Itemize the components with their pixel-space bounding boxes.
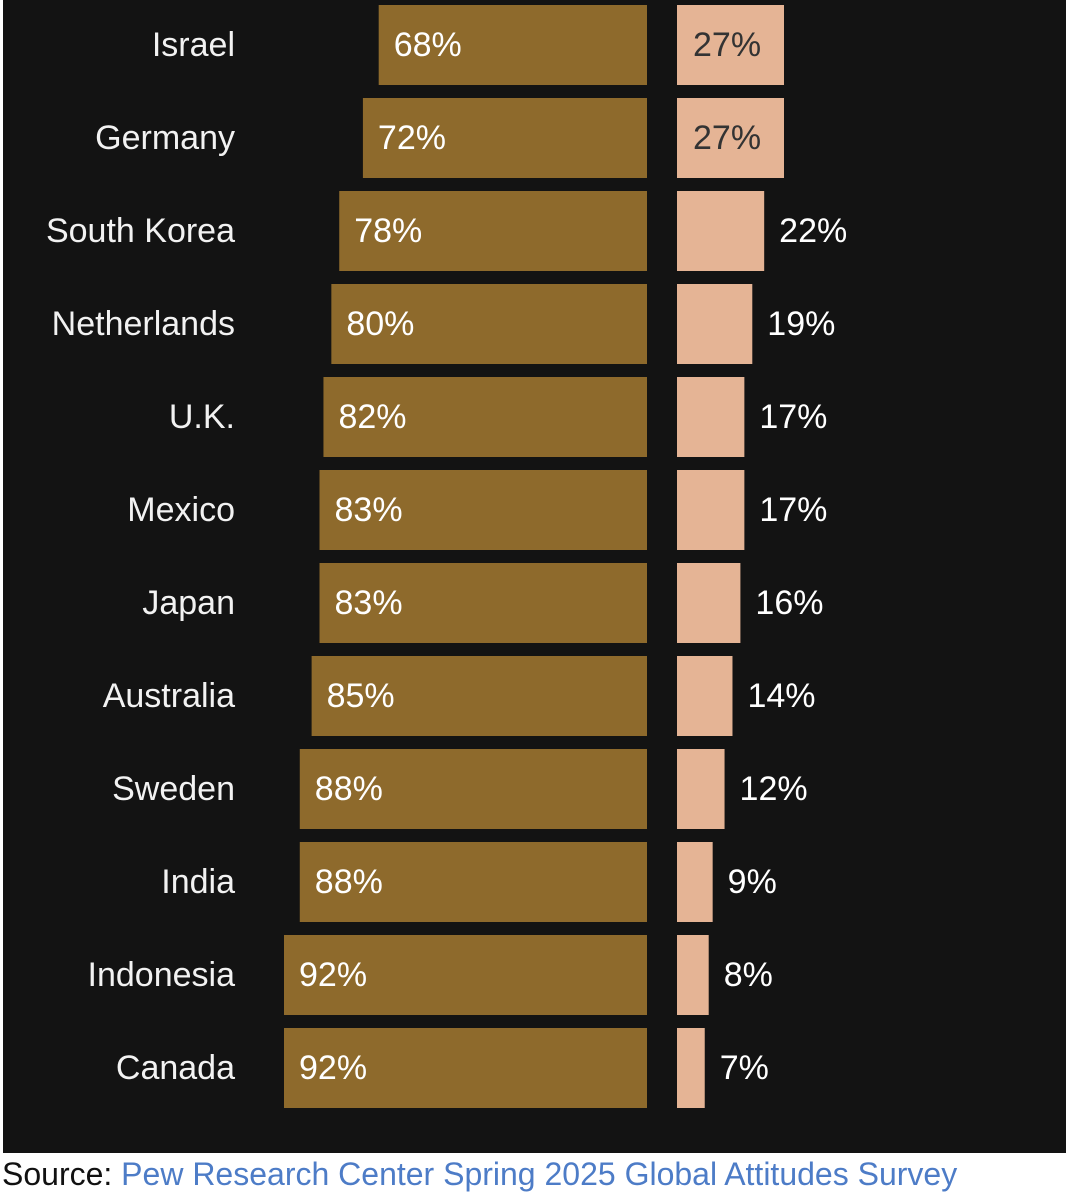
- data-label-left: 85%: [327, 677, 395, 715]
- category-label: Netherlands: [52, 305, 235, 343]
- category-label: Israel: [152, 26, 235, 64]
- bar-left: [284, 1028, 647, 1108]
- bar-left: [331, 284, 647, 364]
- bar-right: [677, 749, 725, 829]
- data-label-right: 16%: [755, 584, 823, 622]
- data-label-left: 82%: [338, 398, 406, 436]
- bar-right: [677, 191, 765, 271]
- bar-left: [323, 377, 647, 457]
- data-label-left: 72%: [378, 119, 446, 157]
- bar-left: [299, 842, 647, 922]
- category-label: South Korea: [46, 212, 235, 250]
- category-label: Australia: [103, 677, 235, 715]
- bar-left: [378, 5, 647, 85]
- diverging-bar-chart: Israel 68% 27% Germany 72% 27% South Korea 78% 2…: [46, 5, 847, 1108]
- data-label-right: 17%: [759, 491, 827, 529]
- category-label: Mexico: [127, 491, 235, 529]
- bar-left: [319, 470, 647, 550]
- category-label: Germany: [95, 119, 235, 157]
- data-label-left: 68%: [394, 26, 462, 64]
- data-label-right: 17%: [759, 398, 827, 436]
- category-label: India: [161, 863, 235, 901]
- category-label: Japan: [142, 584, 235, 622]
- data-label-left: 88%: [315, 863, 383, 901]
- category-label: Canada: [116, 1049, 235, 1087]
- data-label-right: 7%: [720, 1049, 769, 1087]
- source-prefix: Source:: [2, 1156, 122, 1192]
- data-label-left: 88%: [315, 770, 383, 808]
- data-label-left: 92%: [299, 1049, 367, 1087]
- bar-right: [677, 98, 784, 178]
- bar-right: [677, 1028, 705, 1108]
- data-label-right: 22%: [779, 212, 847, 250]
- bar-right: [677, 377, 745, 457]
- bar-left: [299, 749, 647, 829]
- data-label-right: 14%: [747, 677, 815, 715]
- bar-right: [677, 284, 753, 364]
- bar-left: [339, 191, 647, 271]
- bar-right: [677, 563, 741, 643]
- data-label-right: 12%: [740, 770, 808, 808]
- data-label-right: 9%: [728, 863, 777, 901]
- category-label: U.K.: [169, 398, 235, 436]
- bar-left: [284, 935, 647, 1015]
- bar-right: [677, 656, 733, 736]
- bar-left: [311, 656, 647, 736]
- source-link[interactable]: Pew Research Center Spring 2025 Global A…: [121, 1156, 958, 1192]
- category-label: Sweden: [112, 770, 235, 808]
- data-label-left: 83%: [335, 491, 403, 529]
- bar-right: [677, 470, 745, 550]
- data-label-left: 92%: [299, 956, 367, 994]
- bar-right: [677, 5, 784, 85]
- bar-left: [362, 98, 647, 178]
- data-label-right: 19%: [767, 305, 835, 343]
- data-label-left: 78%: [354, 212, 422, 250]
- data-label-right: 27%: [693, 26, 761, 64]
- category-label: Indonesia: [88, 956, 236, 994]
- source-line: Source: Pew Research Center Spring 2025 …: [2, 1153, 1066, 1195]
- bar-right: [677, 842, 713, 922]
- data-label-right: 8%: [724, 956, 773, 994]
- data-label-left: 83%: [335, 584, 403, 622]
- bar-right: [677, 935, 709, 1015]
- bar-left: [319, 563, 647, 643]
- data-label-left: 80%: [346, 305, 414, 343]
- data-label-right: 27%: [693, 119, 761, 157]
